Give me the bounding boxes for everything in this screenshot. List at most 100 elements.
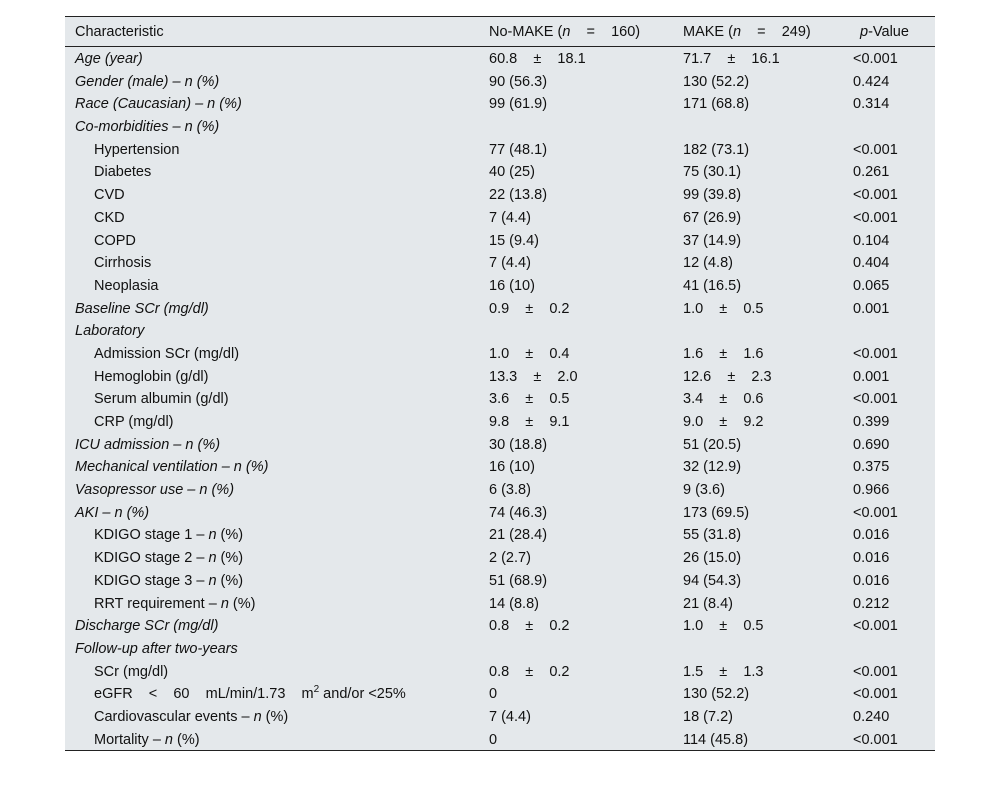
make-value: 130 (52.2) — [683, 686, 750, 703]
no-make-value: 6 (3.8) — [489, 482, 531, 499]
text-part: n — [208, 527, 217, 544]
text-part: -Value — [868, 24, 909, 40]
p-value: <0.001 — [853, 686, 898, 703]
table-subrow: eGFR < 60 mL/min/1.73 m2 and/or <25% 0 130… — [65, 682, 935, 705]
header-no-make: No-MAKE (n = 160) — [489, 24, 640, 40]
row-label: Hemoglobin (g/dl) — [94, 369, 208, 385]
table-body: Age (year) 60.8 ± 18.1 71.7 ± 16.1 <0.001 Ge… — [65, 47, 935, 750]
p-value: 0.016 — [853, 572, 890, 589]
row-label: Neoplasia — [94, 278, 159, 294]
table-subrow: SCr (mg/dl) 0.8 ± 0.2 1.5 ± 1.3 <0.001 — [65, 660, 935, 683]
make-value: 1.0 ± 0.5 — [683, 300, 764, 317]
table-subrow: CVD 22 (13.8) 99 (39.8) <0.001 — [65, 183, 935, 206]
text-part: (%) — [228, 595, 256, 612]
make-value: 37 (14.9) — [683, 232, 742, 249]
row-label: CRP (mg/dl) — [94, 414, 174, 430]
p-value: <0.001 — [853, 731, 898, 748]
text-part: eGFR < 60 mL/min/1.73 m — [94, 686, 314, 703]
make-value: 75 (30.1) — [683, 164, 742, 181]
table-row: Co-morbidities – n (%) — [65, 115, 935, 138]
table-subrow: Neoplasia 16 (10) 41 (16.5) 0.065 — [65, 274, 935, 297]
make-value: 1.5 ± 1.3 — [683, 663, 764, 680]
table-subrow: Serum albumin (g/dl) 3.6 ± 0.5 3.4 ± 0.6 <0… — [65, 387, 935, 410]
baseline-characteristics-table: Characteristic No-MAKE (n = 160) MAKE (n… — [65, 16, 935, 752]
p-value: <0.001 — [853, 209, 898, 226]
text-part: Diabetes — [94, 164, 152, 181]
table-subrow: Hypertension 77 (48.1) 182 (73.1) <0.001 — [65, 138, 935, 161]
p-value: 0.016 — [853, 527, 890, 544]
row-label: KDIGO stage 1 – n (%) — [94, 527, 243, 543]
text-part: Vasopressor use – n (%) — [75, 482, 235, 499]
p-value: 0.001 — [853, 300, 890, 317]
make-value: 26 (15.0) — [683, 550, 742, 567]
p-value: <0.001 — [853, 51, 898, 67]
make-value: 130 (52.2) — [683, 73, 750, 90]
row-label: Laboratory — [75, 323, 144, 339]
row-label: Diabetes — [94, 164, 151, 180]
text-part: Neoplasia — [94, 277, 159, 294]
p-value: 0.016 — [853, 550, 890, 567]
text-part: ICU admission – n (%) — [75, 436, 221, 453]
no-make-value: 13.3 ± 2.0 — [489, 368, 578, 385]
text-part: Age (year) — [75, 51, 143, 67]
p-value: 0.314 — [853, 96, 890, 113]
table-row: Baseline SCr (mg/dl) 0.9 ± 0.2 1.0 ± 0.5 0.… — [65, 297, 935, 320]
text-part: (%) — [216, 572, 244, 589]
row-label: Discharge SCr (mg/dl) — [75, 618, 218, 634]
p-value: 0.404 — [853, 255, 890, 272]
text-part: Hemoglobin (g/dl) — [94, 368, 209, 385]
row-label: Cirrhosis — [94, 255, 151, 271]
table-subrow: CRP (mg/dl) 9.8 ± 9.1 9.0 ± 9.2 0.399 — [65, 410, 935, 433]
row-label: Gender (male) – n (%) — [75, 74, 219, 90]
text-part: Mechanical ventilation – n (%) — [75, 459, 269, 476]
text-part: (%) — [261, 708, 289, 725]
no-make-value: 60.8 ± 18.1 — [489, 51, 586, 67]
text-part: COPD — [94, 232, 136, 249]
text-part: n — [732, 24, 742, 40]
row-label: Vasopressor use – n (%) — [75, 482, 234, 498]
no-make-value: 0.8 ± 0.2 — [489, 618, 570, 635]
make-value: 1.0 ± 0.5 — [683, 618, 764, 635]
table-row: Age (year) 60.8 ± 18.1 71.7 ± 16.1 <0.001 — [65, 47, 935, 70]
no-make-value: 7 (4.4) — [489, 708, 531, 725]
no-make-value: 22 (13.8) — [489, 187, 548, 204]
no-make-value: 1.0 ± 0.4 — [489, 345, 570, 362]
p-value: <0.001 — [853, 504, 898, 521]
table-subrow: KDIGO stage 2 – n (%) 2 (2.7) 26 (15.0) 0.0… — [65, 546, 935, 569]
table-row: Mechanical ventilation – n (%) 16 (10) 32 … — [65, 455, 935, 478]
header-characteristic: Characteristic — [75, 24, 164, 40]
make-value: 55 (31.8) — [683, 527, 742, 544]
p-value: <0.001 — [853, 663, 898, 680]
text-part: (%) — [216, 527, 244, 544]
text-part: = 249) — [741, 24, 811, 40]
p-value: <0.001 — [853, 618, 898, 635]
make-value: 21 (8.4) — [683, 595, 733, 612]
table-row: ICU admission – n (%) 30 (18.8) 51 (20.5) 0… — [65, 433, 935, 456]
table-row: Discharge SCr (mg/dl) 0.8 ± 0.2 1.0 ± 0.5 <… — [65, 614, 935, 637]
p-value: 0.690 — [853, 436, 890, 453]
no-make-value: 0 — [489, 731, 498, 748]
p-value: 0.212 — [853, 595, 890, 612]
p-value: <0.001 — [853, 345, 898, 362]
p-value: 0.399 — [853, 414, 890, 430]
no-make-value: 30 (18.8) — [489, 436, 548, 453]
table-subrow: Cirrhosis 7 (4.4) 12 (4.8) 0.404 — [65, 251, 935, 274]
no-make-value: 40 (25) — [489, 164, 535, 181]
text-part: n — [562, 24, 571, 40]
text-part: Gender (male) – n (%) — [75, 73, 220, 90]
make-value: 114 (45.8) — [683, 731, 749, 748]
make-value: 12.6 ± 2.3 — [683, 368, 772, 385]
no-make-value: 14 (8.8) — [489, 595, 539, 612]
row-label: CVD — [94, 187, 125, 203]
table-subrow: CKD 7 (4.4) 67 (26.9) <0.001 — [65, 206, 935, 229]
row-label: Age (year) — [75, 51, 143, 67]
text-part: Mortality – — [94, 731, 165, 748]
text-part: (%) — [216, 550, 244, 567]
row-label: Race (Caucasian) – n (%) — [75, 96, 242, 112]
make-value: 94 (54.3) — [683, 572, 742, 589]
row-label: Cardiovascular events – n (%) — [94, 709, 288, 725]
row-label: Mechanical ventilation – n (%) — [75, 459, 268, 475]
no-make-value: 9.8 ± 9.1 — [489, 414, 570, 430]
p-value: 0.001 — [853, 368, 890, 385]
p-value: 0.966 — [853, 482, 890, 499]
